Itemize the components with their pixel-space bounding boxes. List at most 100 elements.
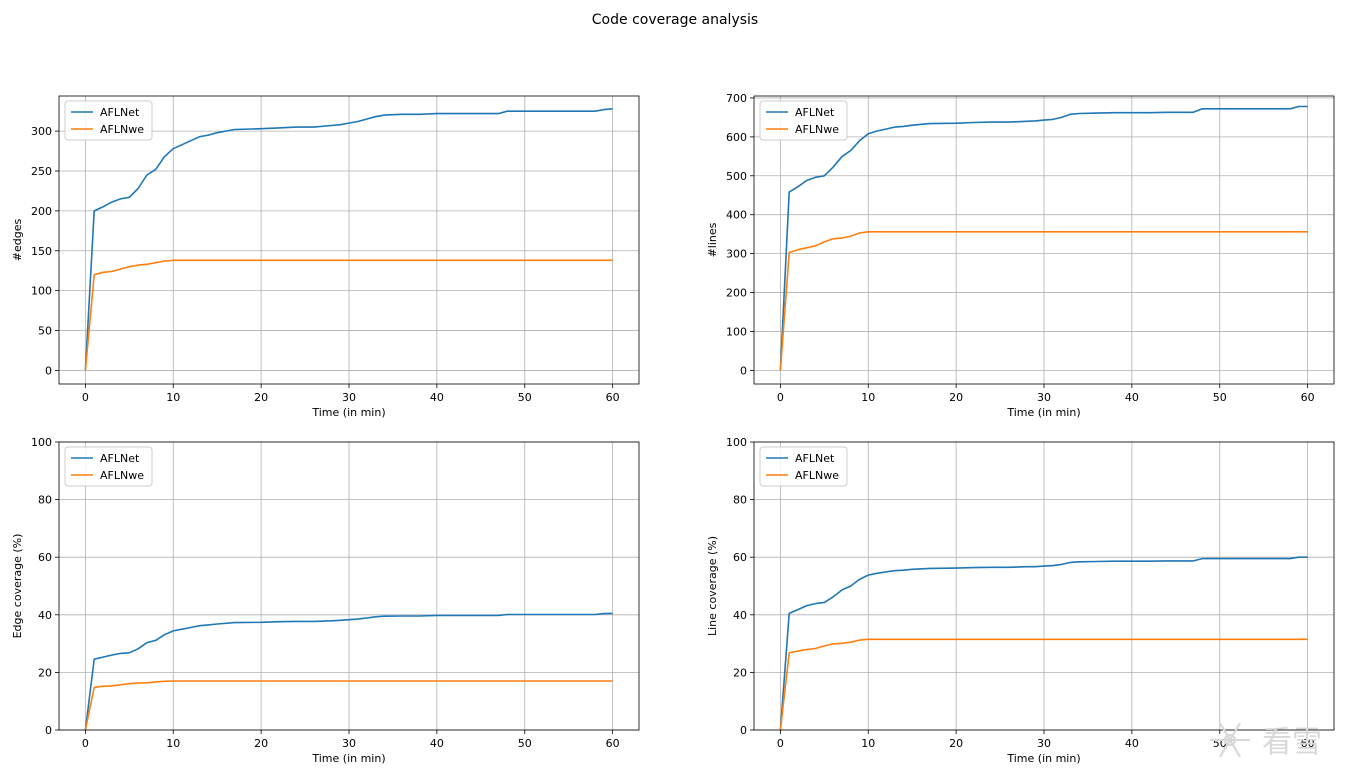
x-tick-label: 10 bbox=[861, 391, 875, 404]
x-tick-label: 30 bbox=[1037, 737, 1051, 750]
y-tick-label: 700 bbox=[726, 92, 747, 105]
y-tick-label: 200 bbox=[31, 205, 52, 218]
y-tick-label: 40 bbox=[733, 609, 747, 622]
x-tick-label: 60 bbox=[1301, 737, 1315, 750]
y-tick-label: 0 bbox=[45, 724, 52, 737]
y-tick-label: 150 bbox=[31, 245, 52, 258]
series-group bbox=[779, 105, 1308, 371]
y-tick-label: 60 bbox=[38, 551, 52, 564]
x-axis-label: Time (in min) bbox=[1006, 752, 1080, 765]
y-axis-label: Edge coverage (%) bbox=[11, 534, 24, 639]
x-tick-label: 10 bbox=[166, 737, 180, 750]
series-group bbox=[779, 556, 1308, 731]
x-tick-label: 30 bbox=[342, 391, 356, 404]
legend-box bbox=[64, 100, 153, 141]
x-tick-label: 10 bbox=[166, 391, 180, 404]
x-tick-label: 40 bbox=[1125, 391, 1139, 404]
y-tick-label: 0 bbox=[740, 364, 747, 377]
grid bbox=[754, 96, 1334, 384]
watermark-text: 看雪 bbox=[1262, 725, 1322, 760]
series-line-aflnet bbox=[84, 108, 613, 371]
series-group bbox=[84, 612, 613, 731]
x-tick-label: 10 bbox=[861, 737, 875, 750]
x-tick-label: 20 bbox=[254, 391, 268, 404]
legend-label: AFLNet bbox=[795, 452, 835, 465]
x-tick-label: 20 bbox=[254, 737, 268, 750]
x-tick-label: 0 bbox=[777, 737, 784, 750]
y-tick-label: 100 bbox=[726, 436, 747, 449]
legend: AFLNet AFLNwe bbox=[64, 446, 153, 487]
y-tick-label: 0 bbox=[45, 364, 52, 377]
y-axis-label: #lines bbox=[706, 222, 719, 257]
y-tick-label: 60 bbox=[733, 551, 747, 564]
grid bbox=[59, 96, 639, 384]
x-tick-label: 20 bbox=[949, 737, 963, 750]
x-tick-label: 40 bbox=[430, 737, 444, 750]
x-tick-label: 60 bbox=[606, 737, 620, 750]
x-axis-label: Time (in min) bbox=[1006, 406, 1080, 419]
legend: AFLNet AFLNwe bbox=[759, 446, 848, 487]
ticks: 0 10 20 30 40 50 60 0 50 100 150 200 250 300 bbox=[31, 125, 620, 404]
legend-box bbox=[759, 446, 848, 487]
y-tick-label: 400 bbox=[726, 209, 747, 222]
watermark: 看雪 bbox=[1210, 722, 1322, 760]
x-tick-label: 0 bbox=[82, 737, 89, 750]
y-tick-label: 50 bbox=[38, 325, 52, 338]
x-tick-label: 30 bbox=[1037, 391, 1051, 404]
chart-panel-2: 0 10 20 30 40 50 600100200300400500600700Time … bbox=[706, 92, 1335, 419]
x-axis-label: Time (in min) bbox=[311, 406, 385, 419]
y-tick-label: 0 bbox=[740, 724, 747, 737]
series-group bbox=[84, 108, 613, 371]
y-tick-label: 100 bbox=[31, 285, 52, 298]
y-tick-label: 600 bbox=[726, 131, 747, 144]
y-tick-label: 200 bbox=[726, 287, 747, 300]
legend-box bbox=[64, 446, 153, 487]
figure-title: Code coverage analysis bbox=[592, 12, 758, 28]
legend-label: AFLNwe bbox=[100, 469, 144, 482]
x-tick-label: 0 bbox=[777, 391, 784, 404]
chart-panel-3: 0 10 20 30 40 50 60 0 20 40 60 80 100 Time (in min) Ed… bbox=[11, 436, 640, 765]
legend: AFLNet AFLNwe bbox=[64, 100, 153, 141]
y-tick-label: 300 bbox=[31, 125, 52, 138]
x-tick-label: 40 bbox=[430, 391, 444, 404]
x-tick-label: 60 bbox=[1301, 391, 1315, 404]
y-tick-label: 250 bbox=[31, 165, 52, 178]
x-tick-label: 30 bbox=[342, 737, 356, 750]
snowflake-icon bbox=[1210, 722, 1250, 758]
series-line-aflnwe bbox=[779, 638, 1308, 731]
legend-label: AFLNwe bbox=[795, 469, 839, 482]
legend-box bbox=[759, 100, 848, 141]
series-line-aflnwe bbox=[779, 231, 1308, 371]
x-tick-label: 60 bbox=[606, 391, 620, 404]
x-axis-label: Time (in min) bbox=[311, 752, 385, 765]
y-tick-label: 300 bbox=[726, 248, 747, 261]
legend-label: AFLNet bbox=[100, 452, 140, 465]
legend-label: AFLNwe bbox=[795, 123, 839, 136]
y-tick-label: 20 bbox=[733, 666, 747, 679]
y-tick-label: 20 bbox=[38, 666, 52, 679]
legend-label: AFLNwe bbox=[100, 123, 144, 136]
series-line-aflnwe bbox=[84, 259, 613, 371]
x-tick-label: 50 bbox=[1213, 391, 1227, 404]
legend: AFLNet AFLNwe bbox=[759, 100, 848, 141]
x-tick-label: 50 bbox=[518, 391, 532, 404]
y-tick-label: 80 bbox=[38, 494, 52, 507]
series-line-aflnet bbox=[84, 612, 613, 731]
y-tick-label: 500 bbox=[726, 170, 747, 183]
x-tick-label: 50 bbox=[518, 737, 532, 750]
legend-label: AFLNet bbox=[795, 106, 835, 119]
legend-label: AFLNet bbox=[100, 106, 140, 119]
y-tick-label: 100 bbox=[31, 436, 52, 449]
y-tick-label: 80 bbox=[733, 494, 747, 507]
x-tick-label: 40 bbox=[1125, 737, 1139, 750]
x-tick-label: 20 bbox=[949, 391, 963, 404]
chart-panel-1: 0 10 20 30 40 50 60 0 50 100 150 200 250 300 Time (in … bbox=[11, 95, 640, 419]
y-tick-label: 100 bbox=[726, 325, 747, 338]
y-axis-label: Line coverage (%) bbox=[706, 536, 719, 636]
series-line-aflnwe bbox=[84, 680, 613, 731]
